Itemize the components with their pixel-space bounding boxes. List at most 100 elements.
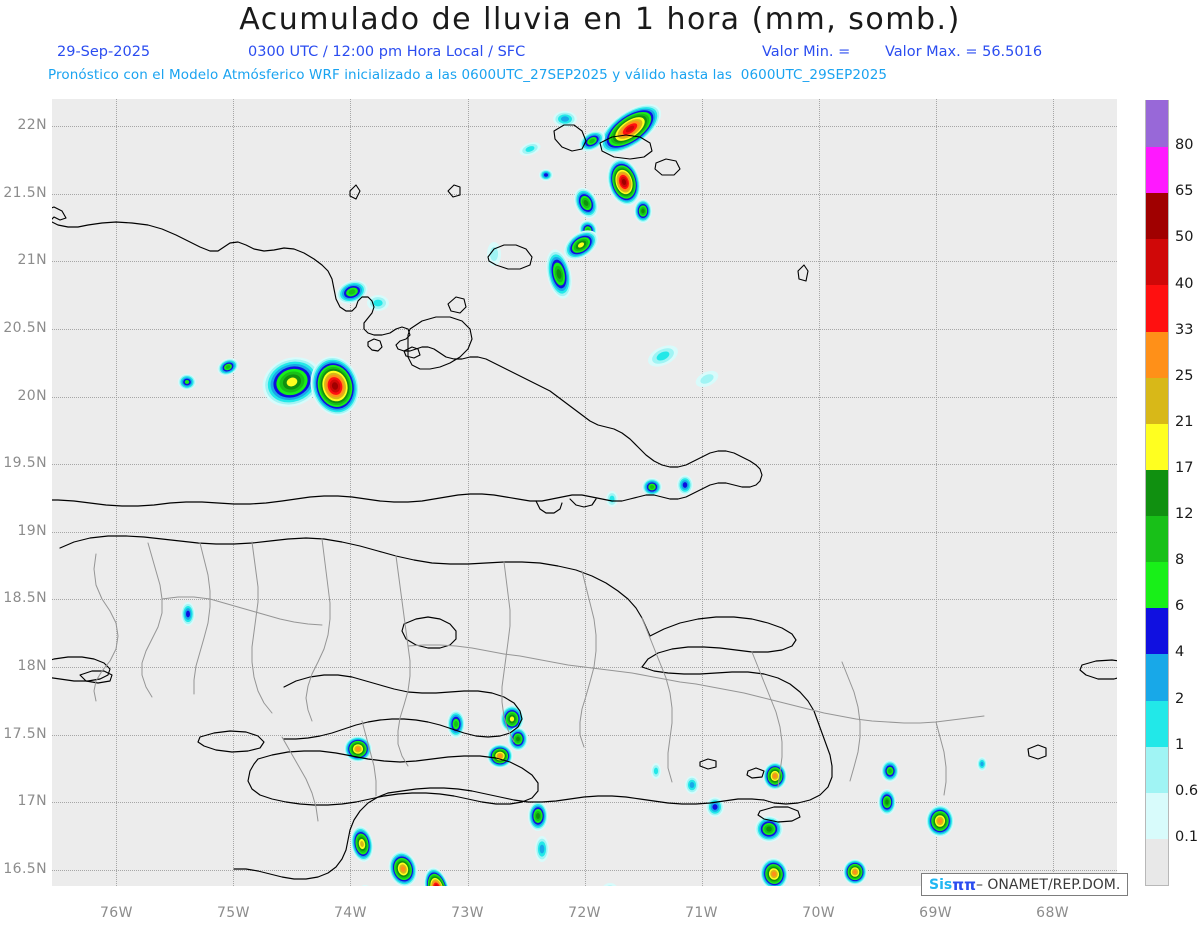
rain-contour-ring bbox=[607, 885, 613, 886]
rain-contour-ring bbox=[649, 485, 655, 489]
model-description: Pronóstico con el Modelo Atmósferico WRF… bbox=[48, 67, 888, 83]
rain-contour-ring bbox=[525, 146, 535, 152]
rain-contour-ring bbox=[888, 768, 892, 774]
rain-contour-ring bbox=[653, 767, 659, 775]
rain-contour-ring bbox=[556, 269, 562, 279]
gridline-lon bbox=[818, 99, 820, 886]
rain-contour-ring bbox=[937, 818, 943, 824]
gridline-lon bbox=[701, 99, 703, 886]
colorbar-tick-label: 21 bbox=[1175, 413, 1194, 430]
colorbar-tick-label: 0.1 bbox=[1175, 828, 1199, 845]
value-max-label: Valor Max. = 56.5016 bbox=[885, 44, 1043, 60]
gridline-lon bbox=[935, 99, 937, 886]
rain-cell bbox=[553, 111, 577, 127]
rain-contour-ring bbox=[489, 247, 499, 261]
page-title: Acumulado de lluvia en 1 hora (mm, somb.… bbox=[239, 2, 961, 37]
colorbar-band bbox=[1146, 699, 1168, 747]
y-axis-tick-label: 19N bbox=[17, 522, 47, 539]
rain-contour-ring bbox=[286, 377, 298, 387]
y-axis-tick-label: 21N bbox=[17, 252, 47, 269]
rain-contour-ring bbox=[516, 736, 520, 742]
rain-cell bbox=[350, 826, 374, 862]
rain-cell bbox=[685, 776, 699, 794]
rain-cell bbox=[648, 345, 678, 367]
rain-contour-ring bbox=[186, 610, 190, 618]
rain-cell bbox=[539, 169, 553, 181]
y-axis-tick-label: 17.5N bbox=[3, 725, 47, 742]
rain-contour-ring bbox=[853, 870, 857, 874]
rain-contour-ring bbox=[641, 208, 645, 214]
rain-cell bbox=[598, 104, 662, 154]
y-axis-tick-label: 17N bbox=[17, 793, 47, 810]
rain-contour-ring bbox=[560, 116, 570, 122]
rain-contour-ring bbox=[509, 716, 515, 722]
rainfall-map-plot bbox=[52, 99, 1117, 886]
colorbar-band bbox=[1146, 515, 1168, 563]
colorbar-tick-label: 2 bbox=[1175, 690, 1185, 707]
rain-cell bbox=[424, 867, 450, 886]
rain-contour-ring bbox=[348, 289, 356, 295]
gridline-lon bbox=[584, 99, 586, 886]
rain-cell bbox=[642, 478, 662, 496]
rain-contour-ring bbox=[373, 299, 383, 307]
x-axis-tick-label: 69W bbox=[919, 905, 953, 921]
colorbar-tick-label: 25 bbox=[1175, 367, 1194, 384]
forecast-time: 0300 UTC / 12:00 pm Hora Local / SFC bbox=[248, 44, 526, 60]
colorbar-band bbox=[1146, 100, 1168, 148]
rain-cell bbox=[563, 230, 599, 260]
rain-contours bbox=[178, 104, 987, 886]
rain-cell bbox=[606, 491, 618, 507]
rain-contour-ring bbox=[536, 813, 540, 819]
rain-contour-ring bbox=[700, 374, 714, 384]
x-axis-tick-label: 73W bbox=[451, 905, 484, 921]
gridline-lon bbox=[1052, 99, 1054, 886]
rain-cell bbox=[878, 789, 896, 815]
rain-contour-ring bbox=[361, 885, 369, 886]
watermark-sis: Sis bbox=[929, 876, 953, 893]
y-axis-tick-label: 18N bbox=[17, 657, 47, 674]
rain-contour-ring bbox=[589, 138, 595, 144]
y-axis-tick-label: 20.5N bbox=[3, 319, 47, 336]
rain-cell bbox=[651, 763, 661, 779]
y-axis-tick-label: 21.5N bbox=[3, 184, 47, 201]
colorbar-band bbox=[1146, 146, 1168, 194]
rain-contour-ring bbox=[621, 178, 627, 186]
rain-cell bbox=[528, 801, 548, 831]
rain-contour-ring bbox=[771, 871, 777, 877]
colorbar-tick-label: 50 bbox=[1175, 229, 1194, 246]
rain-cell bbox=[546, 249, 572, 299]
rain-cell bbox=[178, 374, 196, 390]
colorbar-tick-label: 80 bbox=[1175, 137, 1194, 154]
x-axis-tick-label: 71W bbox=[685, 905, 718, 921]
rain-contour-ring bbox=[682, 482, 688, 488]
rain-contour-ring bbox=[689, 781, 695, 789]
colorbar bbox=[1145, 100, 1169, 886]
rain-contour-ring bbox=[577, 242, 585, 248]
rain-cell bbox=[519, 142, 541, 156]
colorbar-band bbox=[1146, 377, 1168, 424]
rain-contour-ring bbox=[656, 351, 670, 361]
rain-contour-ring bbox=[625, 125, 635, 133]
rain-contour-ring bbox=[225, 365, 231, 369]
forecast-date: 29-Sep-2025 bbox=[57, 44, 151, 60]
rain-cell bbox=[217, 358, 239, 376]
rain-contour-ring bbox=[355, 747, 361, 751]
colorbar-band bbox=[1146, 607, 1168, 655]
rain-cell bbox=[262, 357, 322, 407]
rain-contour-ring bbox=[583, 199, 589, 207]
colorbar-band bbox=[1146, 238, 1168, 286]
rain-contour-ring bbox=[539, 844, 545, 854]
colorbar-band bbox=[1146, 653, 1168, 701]
rain-cell bbox=[508, 727, 528, 751]
x-axis-tick-label: 74W bbox=[333, 905, 367, 921]
rain-cell bbox=[388, 851, 418, 886]
colorbar-tick-label: 0.6 bbox=[1175, 782, 1199, 799]
gridline-lon bbox=[350, 99, 352, 886]
rain-contour-ring bbox=[773, 773, 777, 779]
colorbar-tick-label: 1 bbox=[1175, 736, 1185, 753]
colorbar-band bbox=[1146, 331, 1168, 378]
rain-cell bbox=[977, 757, 987, 771]
rain-contour-ring bbox=[603, 883, 617, 886]
rain-cell bbox=[634, 199, 652, 223]
x-axis-tick-label: 72W bbox=[568, 905, 601, 921]
